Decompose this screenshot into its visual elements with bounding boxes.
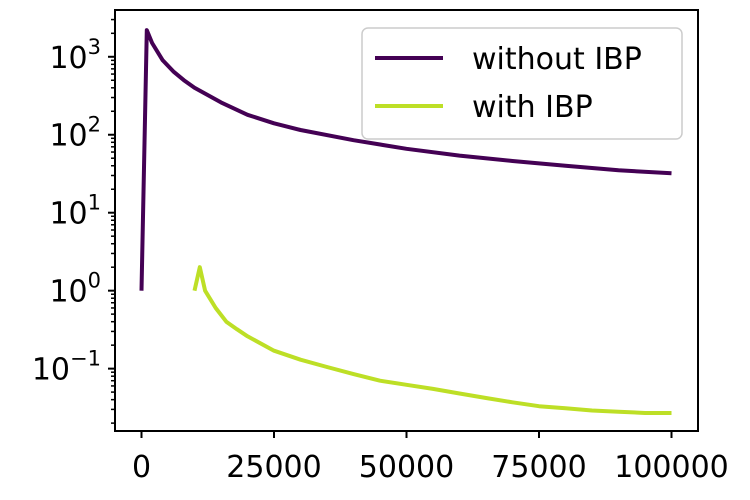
x-tick-label: 25000 (226, 450, 321, 485)
x-tick-label: 0 (132, 450, 151, 485)
legend: without IBP with IBP (361, 27, 683, 140)
y-tick-label: 101 (49, 191, 101, 232)
x-tick-label: 75000 (491, 450, 586, 485)
series-line-with-ibp (192, 265, 672, 415)
legend-label-with-ibp: with IBP (472, 90, 593, 125)
y-tick-label: 10−1 (32, 347, 101, 388)
x-tick-label: 100000 (614, 450, 729, 485)
x-axis: 0 25000 50000 75000 100000 (132, 431, 729, 485)
series-line-without-ibp (139, 28, 672, 291)
series-lines (139, 28, 672, 415)
legend-box (361, 27, 683, 140)
plot-frame (114, 9, 699, 432)
y-tick-label: 103 (49, 35, 101, 76)
y-axis: 10−1 100 101 102 103 (32, 35, 115, 388)
legend-label-without-ibp: without IBP (472, 42, 642, 77)
x-tick-label: 50000 (359, 450, 454, 485)
y-tick-label: 102 (49, 113, 101, 154)
y-tick-label: 100 (49, 269, 101, 310)
